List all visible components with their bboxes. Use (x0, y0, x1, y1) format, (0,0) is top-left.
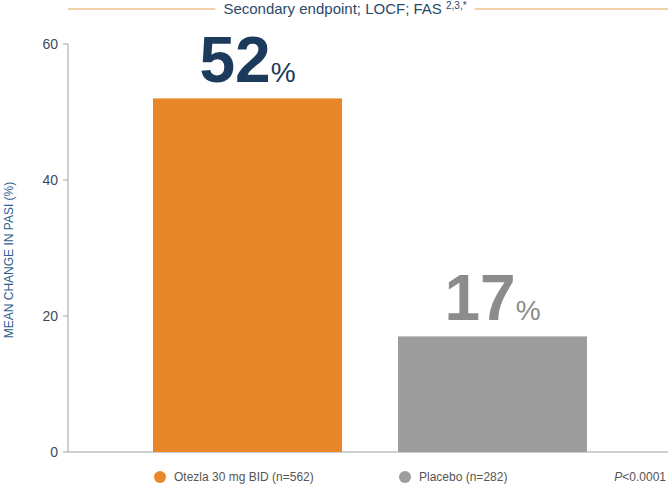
bar (398, 336, 587, 452)
y-tick-label: 60 (42, 36, 58, 52)
title-rule (475, 9, 668, 10)
y-tick (63, 316, 68, 317)
y-tick-label: 40 (42, 172, 58, 188)
y-tick (63, 180, 68, 181)
data-label: 17% (444, 262, 540, 334)
title-rule (68, 9, 215, 10)
data-label-unit: % (271, 57, 296, 88)
data-label-number: 17 (444, 262, 515, 334)
chart: Secondary endpoint; LOCF; FAS 2,3,* MEAN … (0, 0, 668, 489)
data-label-number: 52 (199, 24, 270, 96)
legend-label: Placebo (n=282) (419, 470, 507, 484)
y-tick (63, 452, 68, 453)
title: Secondary endpoint; LOCF; FAS 2,3,* (223, 0, 466, 17)
title-main: Secondary endpoint; LOCF; FAS (223, 0, 446, 17)
annotation: P<0.0001 (614, 470, 666, 484)
annotation-p: P (614, 470, 622, 484)
y-tick (63, 44, 68, 45)
title-refs: 2,3,* (446, 0, 467, 11)
data-label-unit: % (516, 295, 541, 326)
y-axis-label: MEAN CHANGE IN PASI (%) (2, 182, 16, 338)
annotation-rest: <0.0001 (622, 470, 666, 484)
legend-label: Otezla 30 mg BID (n=562) (174, 470, 314, 484)
legend-swatch (154, 471, 166, 483)
bar (153, 98, 342, 452)
data-label: 52% (199, 24, 295, 96)
legend-swatch (399, 471, 411, 483)
bars (153, 98, 587, 452)
y-axis (68, 44, 69, 452)
y-tick-label: 0 (50, 444, 58, 460)
y-tick-label: 20 (42, 308, 58, 324)
